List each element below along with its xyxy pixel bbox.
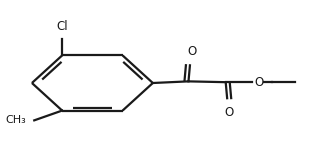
Text: O: O [224, 106, 233, 119]
Text: O: O [254, 76, 263, 89]
Text: O: O [187, 45, 196, 58]
Text: CH₃: CH₃ [6, 115, 27, 125]
Text: Cl: Cl [56, 20, 68, 33]
